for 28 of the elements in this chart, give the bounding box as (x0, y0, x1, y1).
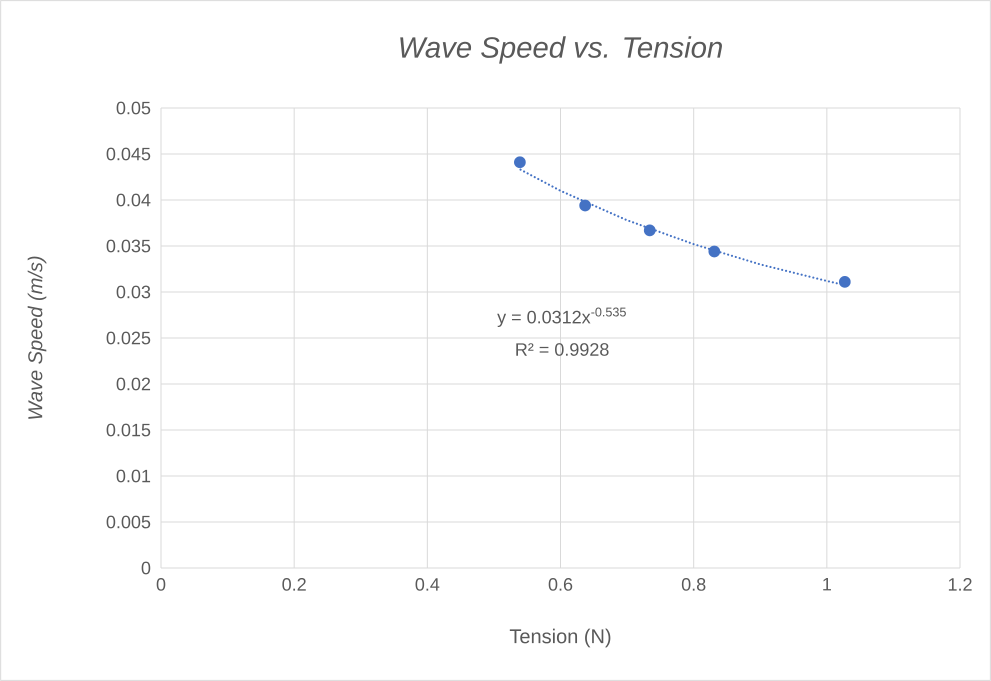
annotation: R² = 0.9928 (516, 343, 609, 356)
annotation: y = 0.0312x$^{-0.535}$ (497, 308, 626, 328)
point (838, 276, 851, 288)
y-tick-label: 0.02 (116, 378, 150, 390)
x-tick-label: 0.4 (416, 578, 440, 591)
point (644, 224, 656, 236)
y-tick-label: 0.01 (116, 470, 150, 482)
y-tick-label: 0.045 (106, 148, 150, 160)
x-tick-label: 0.8 (682, 578, 706, 591)
x-tick-label: 1 (823, 578, 831, 590)
y-tick-label: 0.005 (106, 516, 150, 528)
x-tick-label: 1.2 (948, 578, 972, 591)
chart-title: Wave Speed vs. Tension (400, 36, 722, 64)
point (579, 200, 592, 212)
y-tick-label: 0.04 (116, 194, 150, 206)
x-tick-label: 0.2 (282, 578, 306, 591)
y-tick-label: 0 (142, 562, 150, 574)
x-tick-label: 0.6 (548, 578, 572, 591)
y-axis-title: Wave Speed (m/s) (28, 256, 46, 419)
y-tick-label: 0.035 (106, 240, 150, 252)
y-tick-label: 0.025 (106, 332, 150, 344)
y-tick-label: 0.05 (116, 102, 150, 114)
y-tick-label: 0.03 (116, 286, 150, 298)
point (708, 246, 720, 258)
x-tick-label: 0 (156, 578, 166, 591)
y-tick-label: 0.015 (106, 424, 150, 436)
point (514, 156, 526, 168)
x-axis-title: Tension (N) (510, 628, 610, 648)
